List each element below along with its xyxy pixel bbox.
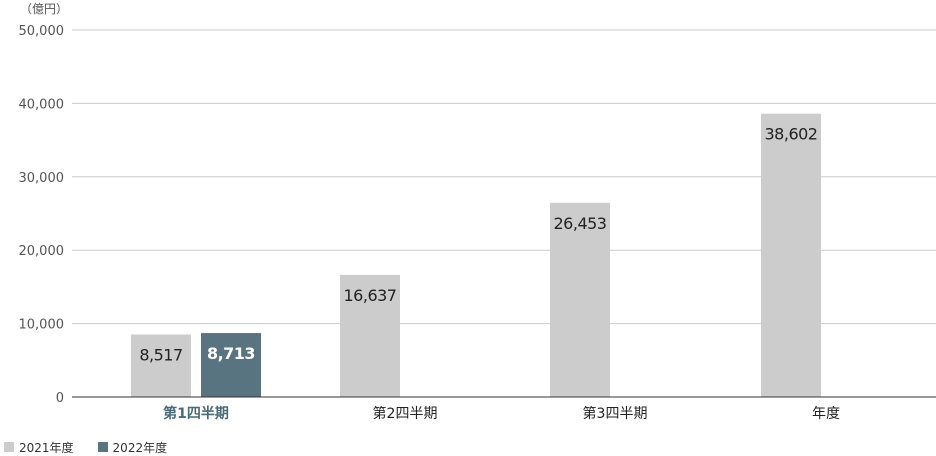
y-tick-label: 50,000 (19, 24, 65, 39)
legend-item: 2022年度 (97, 439, 168, 456)
bar (131, 334, 191, 397)
y-tick-label: 20,000 (19, 244, 65, 259)
x-tick-label: 第1四半期 (163, 405, 229, 422)
y-tick-label: 30,000 (19, 171, 65, 186)
x-tick-label: 第3四半期 (583, 405, 648, 422)
y-tick-label: 0 (56, 391, 64, 406)
legend-label: 2022年度 (112, 440, 168, 455)
legend-swatch (97, 442, 108, 452)
y-tick-label: 10,000 (19, 318, 65, 333)
data-label: 26,453 (554, 214, 607, 233)
bar (340, 274, 400, 397)
data-label: 16,637 (344, 286, 397, 305)
bar (201, 333, 261, 397)
x-tick-label: 年度 (812, 406, 840, 422)
bar (761, 113, 821, 398)
legend-swatch (4, 442, 14, 452)
chart-plot: 0 10,000 20,000 30,000 40,000 50,000 8,517 16,6… (19, 24, 936, 422)
data-label: 8,713 (207, 344, 255, 363)
x-tick-label: 第2四半期 (373, 405, 438, 422)
legend: 2021年度 2022年度 (4, 438, 191, 456)
bar (550, 202, 610, 397)
data-label: 8,517 (139, 345, 182, 364)
y-tick-label: 40,000 (19, 97, 65, 112)
y-axis-unit-label: （億円） (20, 2, 69, 16)
data-label: 38,602 (765, 125, 818, 144)
legend-item: 2021年度 (4, 439, 74, 456)
legend-label: 2021年度 (19, 440, 74, 455)
